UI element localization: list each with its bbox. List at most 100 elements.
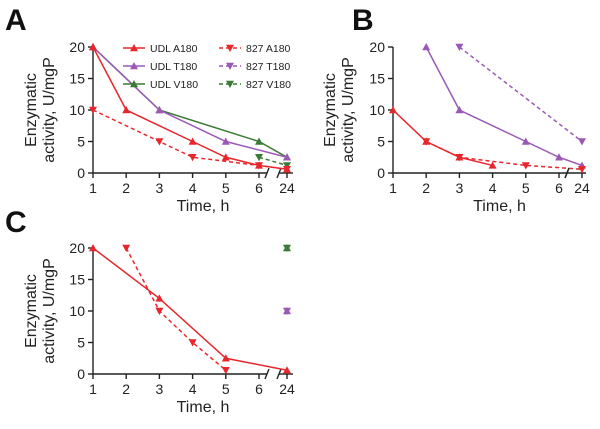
data-point (455, 43, 464, 51)
y-tick-label: 20 (69, 39, 85, 55)
panel-b: B 0 5 10 15 20 1 2 3 4 5 6 24 Time, h Enzymatic activit… (322, 4, 590, 215)
y-tick-label: 5 (77, 335, 85, 351)
x-tick-label: 6 (255, 381, 263, 397)
data-point (155, 106, 164, 114)
x-tick-label: 5 (522, 180, 530, 196)
panel-c: C 0 5 10 15 20 1 2 3 4 5 6 24 Time, h Enzymatic activit… (5, 206, 295, 416)
legend-entry: 827 A180 (246, 43, 291, 55)
x-tick-label: 1 (89, 180, 97, 196)
y-tick-label: 15 (69, 272, 85, 288)
x-tick-label: 2 (422, 180, 430, 196)
x-tick-label: 4 (189, 381, 197, 397)
y-axis-label: Enzymatic (23, 73, 40, 147)
x-tick-label: 24 (279, 180, 295, 196)
data-point (155, 294, 164, 302)
data-point (188, 137, 197, 145)
x-tick-label: 3 (156, 180, 164, 196)
data-point (283, 366, 291, 374)
x-axis-label: Time, h (177, 198, 230, 215)
legend-marker (226, 44, 234, 52)
legend-marker (130, 62, 138, 70)
y-axis-label: activity, U/mgP (340, 57, 357, 163)
y-tick-label: 20 (369, 39, 385, 55)
series-827-a180 (89, 106, 291, 174)
data-point (255, 162, 263, 170)
data-point (188, 154, 197, 162)
legend-entry: UDL T180 (150, 61, 197, 73)
data-point (555, 153, 563, 161)
x-tick-label: 2 (122, 381, 130, 397)
panel-a: A 0 5 10 15 20 1 2 3 4 5 6 24 Time, h Enzymatic activit… (5, 4, 295, 215)
series-line (392, 109, 493, 167)
series-827-t180 (283, 307, 291, 315)
series-udl-t180 (422, 43, 586, 169)
legend-marker (130, 80, 138, 88)
legend-entry: 827 T180 (246, 61, 290, 73)
y-tick-label: 15 (69, 71, 85, 87)
y-tick-label: 0 (77, 366, 85, 382)
legend-marker (226, 80, 234, 88)
series-827-a180 (122, 244, 230, 375)
x-tick-label: 6 (555, 180, 563, 196)
data-point (521, 162, 530, 170)
y-tick-label: 5 (77, 134, 85, 150)
data-point (221, 367, 230, 375)
x-axis-label: Time, h (473, 198, 526, 215)
data-point (578, 166, 586, 174)
y-tick-label: 0 (77, 165, 85, 181)
x-tick-label: 5 (222, 381, 230, 397)
data-point (283, 244, 291, 252)
x-tick-label: 2 (122, 180, 130, 196)
legend-entry: UDL V180 (150, 79, 198, 91)
data-point (221, 354, 230, 362)
data-point (89, 43, 97, 51)
data-point (488, 161, 497, 169)
data-point (455, 106, 464, 114)
y-axis-label: Enzymatic (23, 274, 40, 348)
axis-break-mark (276, 167, 282, 179)
axis-break-mark (564, 167, 570, 179)
series-line (92, 247, 288, 371)
data-point (155, 138, 164, 146)
y-axis-label: activity, U/mgP (41, 57, 58, 163)
data-point (578, 138, 586, 146)
data-point (221, 137, 230, 145)
panel-letter: C (5, 206, 27, 239)
legend: UDL A180 827 A180 UDL T180 827 T180 UDL V180… (123, 43, 291, 91)
data-point (122, 244, 131, 252)
series-line (125, 247, 227, 371)
series-line (458, 46, 583, 143)
y-tick-label: 20 (69, 240, 85, 256)
series-udl-a180 (89, 244, 291, 374)
data-point (89, 244, 97, 252)
y-tick-label: 10 (69, 102, 85, 118)
y-tick-label: 10 (369, 102, 385, 118)
axis-break-mark (264, 167, 270, 179)
series-827-v180 (283, 244, 291, 252)
data-point (283, 153, 291, 161)
data-point (521, 137, 530, 145)
y-axis-label: Enzymatic (322, 73, 339, 147)
y-tick-label: 5 (377, 134, 385, 150)
legend-marker (226, 62, 234, 70)
y-axis-label: activity, U/mgP (41, 258, 58, 364)
legend-marker (130, 44, 138, 52)
x-tick-label: 3 (156, 381, 164, 397)
x-tick-label: 4 (489, 180, 497, 196)
x-tick-label: 4 (189, 180, 197, 196)
data-point (255, 137, 263, 145)
series-line (92, 46, 288, 158)
series-line (425, 140, 583, 170)
x-tick-label: 24 (279, 381, 295, 397)
x-tick-label: 3 (456, 180, 464, 196)
data-point (389, 106, 397, 114)
x-tick-label: 5 (222, 180, 230, 196)
data-point (255, 154, 263, 162)
data-point (283, 307, 291, 315)
data-point (422, 138, 431, 146)
series-827-a180 (422, 138, 586, 174)
data-point (455, 154, 464, 162)
data-point (283, 166, 291, 174)
y-tick-label: 15 (369, 71, 385, 87)
